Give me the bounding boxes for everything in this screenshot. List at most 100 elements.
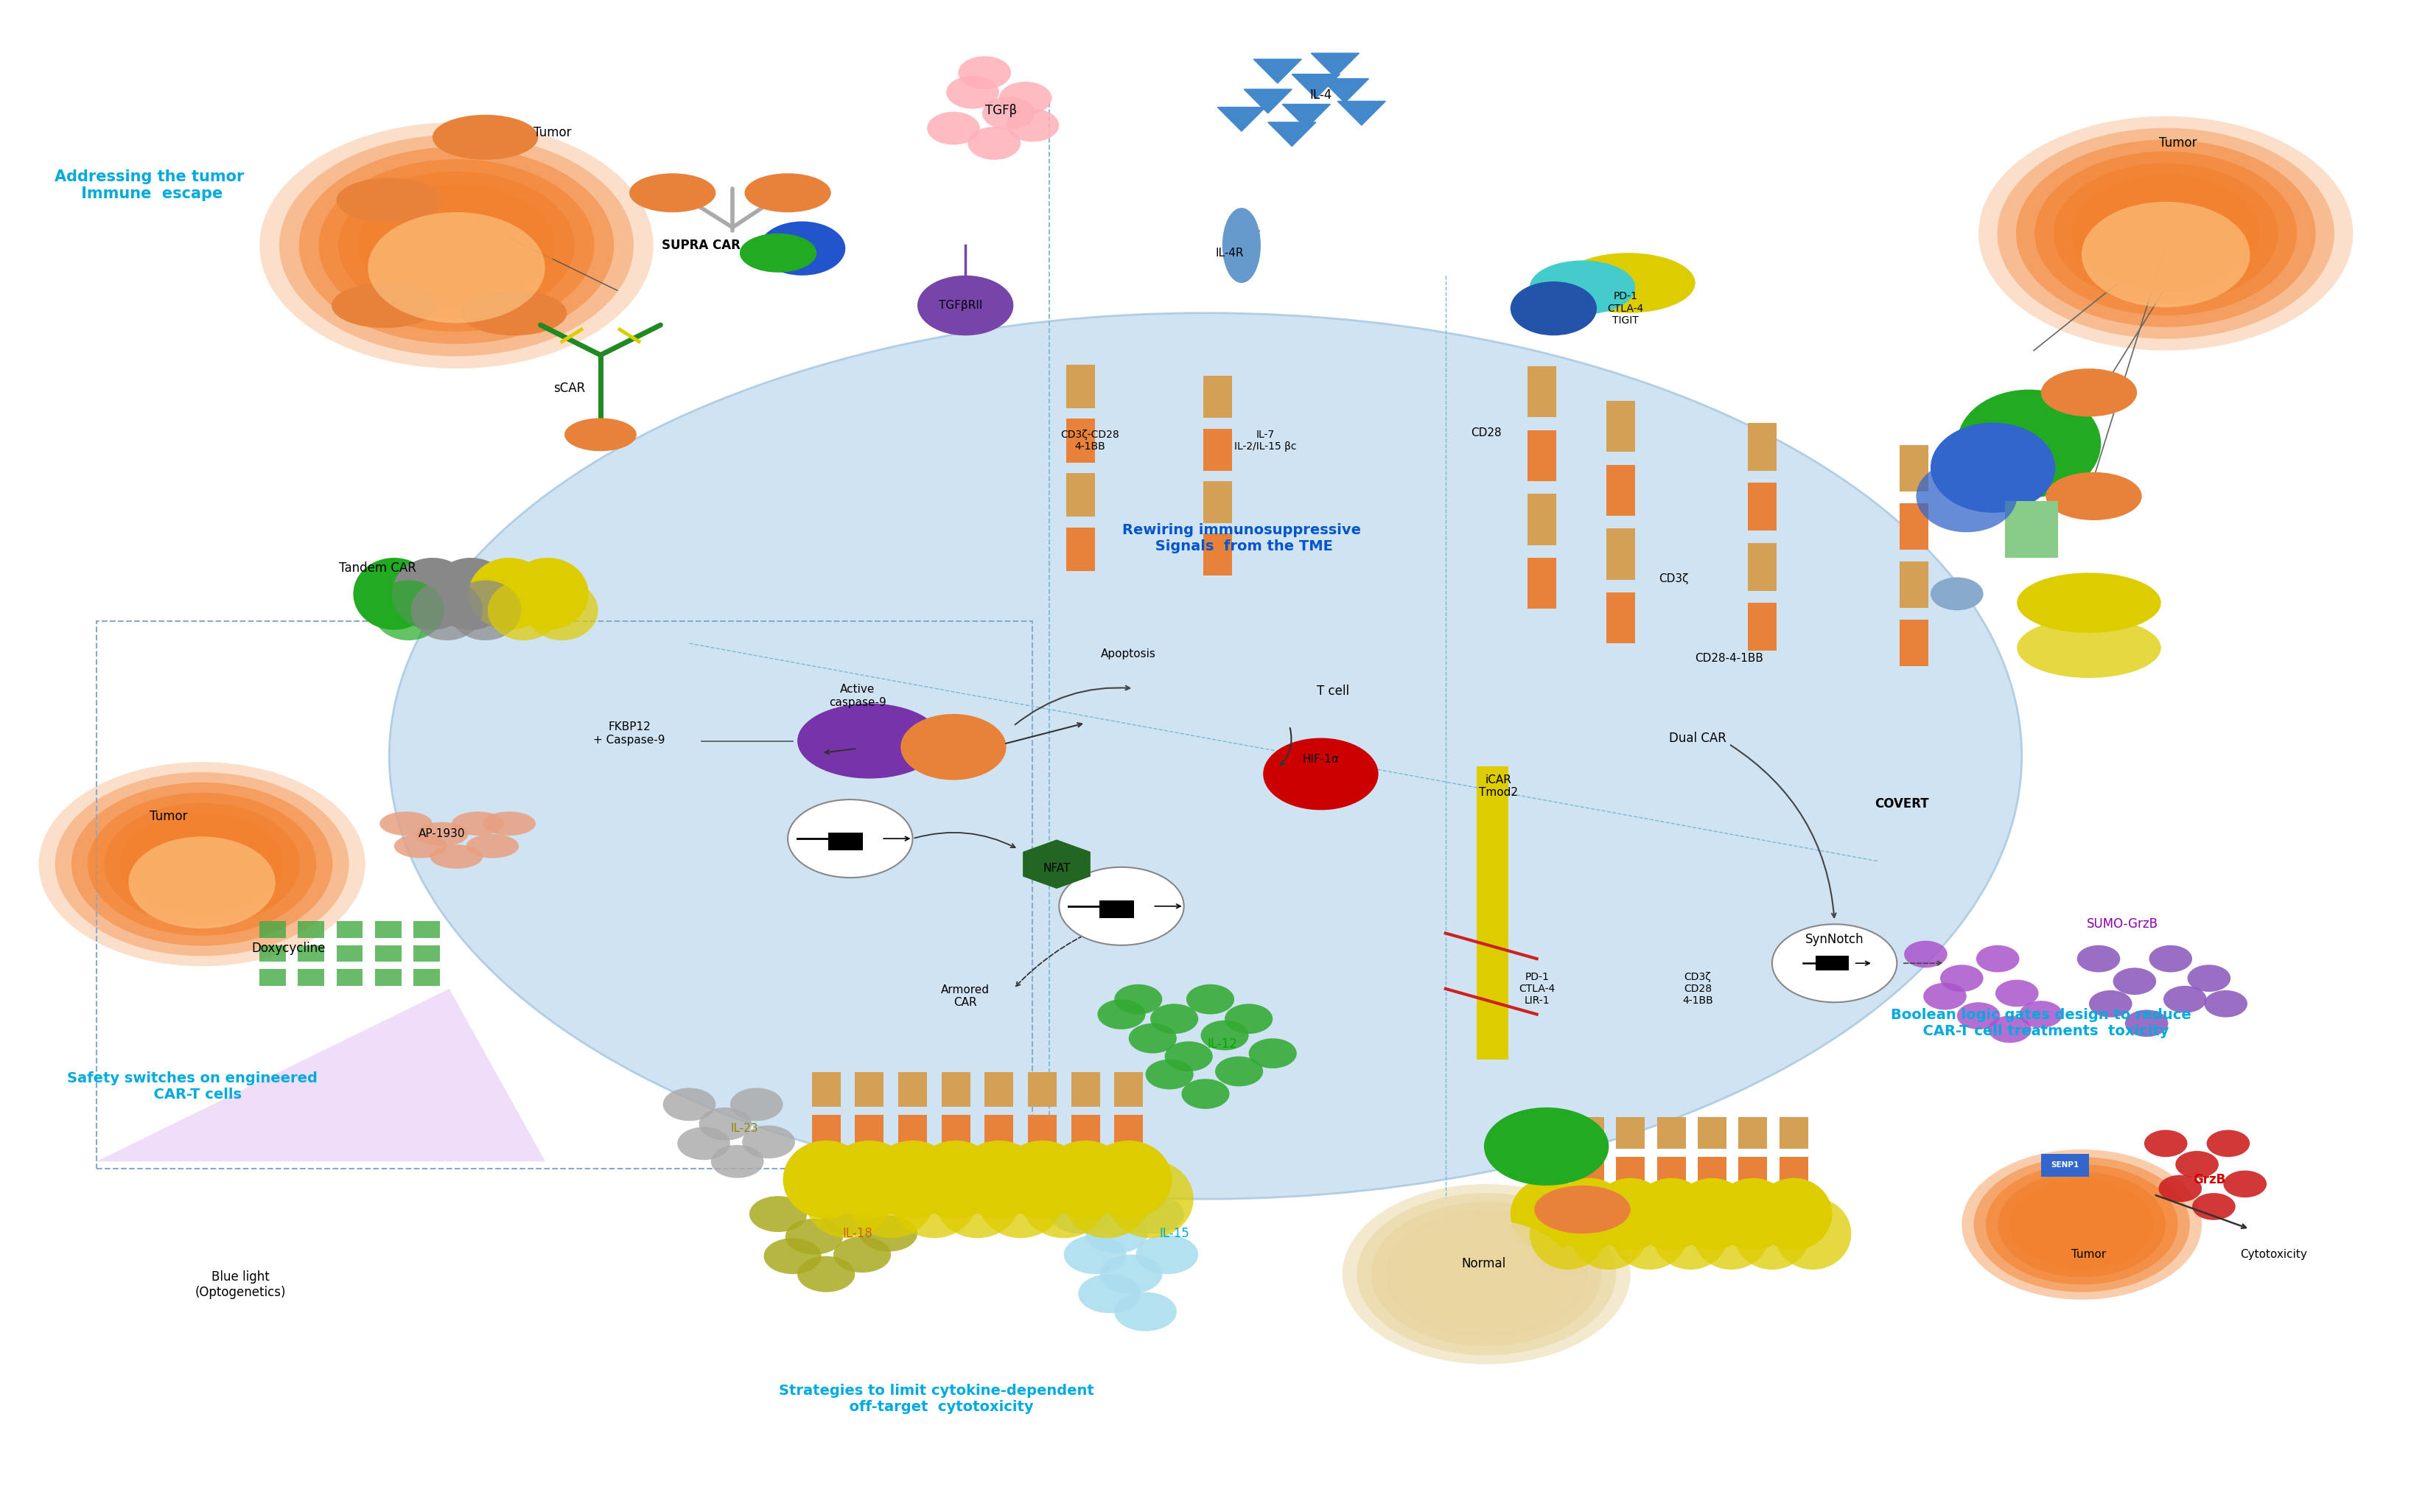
- Text: FKBP12
+ Caspase-9: FKBP12 + Caspase-9: [593, 721, 665, 745]
- Text: SynNotch: SynNotch: [1806, 933, 1864, 947]
- Circle shape: [2020, 1001, 2061, 1028]
- Text: CD3ζ: CD3ζ: [1659, 573, 1688, 584]
- Text: Tandem CAR: Tandem CAR: [338, 561, 415, 575]
- Circle shape: [798, 1256, 856, 1293]
- Circle shape: [1989, 1016, 2032, 1043]
- Text: Tumor: Tumor: [533, 125, 571, 139]
- Ellipse shape: [468, 558, 550, 631]
- Bar: [1027, 1072, 1056, 1107]
- Circle shape: [1996, 980, 2040, 1007]
- Bar: [1615, 1157, 1644, 1188]
- Ellipse shape: [371, 581, 444, 641]
- Circle shape: [1186, 984, 1234, 1015]
- Ellipse shape: [1042, 1140, 1128, 1219]
- Bar: [1606, 529, 1635, 579]
- Circle shape: [764, 1238, 822, 1275]
- Circle shape: [2223, 1170, 2266, 1198]
- Bar: [1656, 1198, 1685, 1229]
- Bar: [1656, 1117, 1685, 1149]
- Bar: [1615, 1117, 1644, 1149]
- Bar: [1027, 1158, 1056, 1191]
- Ellipse shape: [933, 1160, 1020, 1238]
- Circle shape: [39, 762, 364, 966]
- Circle shape: [759, 221, 846, 275]
- Bar: [96, 621, 1032, 1169]
- Bar: [338, 969, 362, 986]
- Circle shape: [1924, 983, 1967, 1010]
- Text: IL-7
IL-2/IL-15 βc: IL-7 IL-2/IL-15 βc: [1234, 429, 1297, 452]
- Text: Tumor: Tumor: [149, 809, 188, 823]
- Polygon shape: [1268, 122, 1316, 147]
- Text: Cytotoxicity: Cytotoxicity: [2240, 1249, 2307, 1259]
- Bar: [940, 1114, 969, 1149]
- Text: IL-15: IL-15: [1160, 1226, 1189, 1240]
- Circle shape: [834, 1237, 892, 1273]
- Circle shape: [1343, 1184, 1630, 1364]
- Circle shape: [1049, 1194, 1111, 1234]
- Ellipse shape: [410, 581, 482, 641]
- Circle shape: [1145, 1060, 1193, 1089]
- Bar: [260, 945, 287, 962]
- Circle shape: [750, 1196, 808, 1232]
- Text: Normal: Normal: [1461, 1256, 1507, 1270]
- Bar: [940, 1072, 969, 1107]
- Bar: [2006, 500, 2057, 558]
- Circle shape: [1121, 1194, 1184, 1234]
- Ellipse shape: [1591, 1178, 1668, 1250]
- Bar: [1900, 561, 1929, 608]
- Bar: [856, 1114, 885, 1149]
- Text: Addressing the tumor
 Immune  escape: Addressing the tumor Immune escape: [55, 169, 244, 201]
- Text: T cell: T cell: [1316, 685, 1350, 699]
- Bar: [1203, 481, 1232, 523]
- Bar: [856, 1072, 885, 1107]
- Bar: [1697, 1157, 1726, 1188]
- Circle shape: [861, 1216, 919, 1252]
- Circle shape: [104, 803, 299, 925]
- Ellipse shape: [1673, 1178, 1750, 1250]
- Circle shape: [1958, 1002, 2001, 1030]
- Circle shape: [998, 82, 1051, 115]
- Bar: [299, 969, 325, 986]
- Circle shape: [1005, 109, 1058, 142]
- Text: IL-4R: IL-4R: [1215, 248, 1244, 259]
- Circle shape: [788, 800, 914, 877]
- Circle shape: [1114, 1293, 1177, 1331]
- Circle shape: [1905, 940, 1948, 968]
- Circle shape: [1150, 1004, 1198, 1034]
- Ellipse shape: [976, 1160, 1063, 1238]
- Circle shape: [1509, 281, 1596, 336]
- Bar: [984, 1114, 1013, 1149]
- Ellipse shape: [1917, 460, 2018, 532]
- Text: TGFβ: TGFβ: [986, 104, 1017, 116]
- Bar: [374, 969, 400, 986]
- Circle shape: [1996, 129, 2334, 339]
- Bar: [829, 833, 863, 850]
- Bar: [338, 945, 362, 962]
- Bar: [260, 969, 287, 986]
- Polygon shape: [1321, 79, 1369, 103]
- Ellipse shape: [892, 1160, 976, 1238]
- Ellipse shape: [2018, 573, 2160, 634]
- Bar: [984, 1072, 1013, 1107]
- Text: AP-1930: AP-1930: [420, 829, 465, 839]
- Circle shape: [1249, 1039, 1297, 1069]
- Ellipse shape: [1734, 1198, 1811, 1270]
- Polygon shape: [1283, 104, 1331, 129]
- Bar: [1526, 366, 1555, 417]
- Ellipse shape: [784, 1140, 870, 1219]
- Bar: [1815, 956, 1849, 971]
- Circle shape: [72, 782, 333, 947]
- Polygon shape: [1312, 53, 1360, 77]
- Bar: [1615, 1198, 1644, 1229]
- Circle shape: [2054, 163, 2278, 304]
- Bar: [1066, 419, 1095, 463]
- Ellipse shape: [1063, 1160, 1150, 1238]
- Text: Dual CAR: Dual CAR: [1668, 732, 1726, 744]
- Text: Apoptosis: Apoptosis: [1102, 649, 1157, 659]
- Bar: [1900, 620, 1929, 665]
- Bar: [1070, 1158, 1099, 1191]
- Text: PD-1
CTLA-4
TIGIT: PD-1 CTLA-4 TIGIT: [1608, 292, 1644, 325]
- Bar: [940, 1158, 969, 1191]
- Text: sCAR: sCAR: [555, 381, 586, 395]
- Circle shape: [1979, 116, 2353, 351]
